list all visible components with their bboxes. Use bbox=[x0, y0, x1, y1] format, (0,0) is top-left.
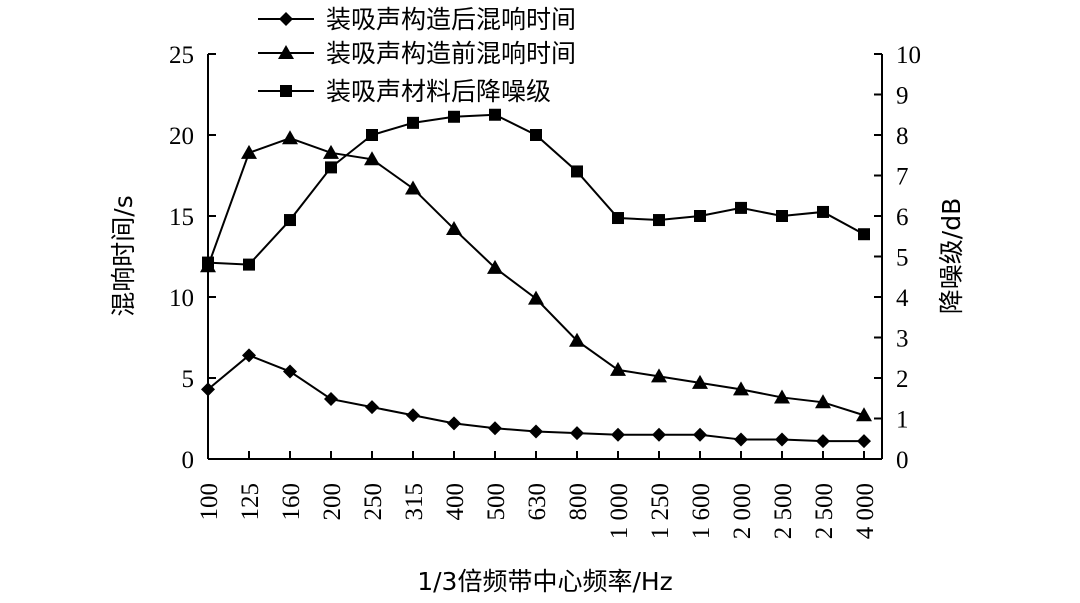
x-tick-label: 2 000 bbox=[729, 483, 756, 539]
left-y-tick-label: 5 bbox=[182, 366, 195, 393]
data-point-square bbox=[366, 129, 378, 141]
x-tick-label: 315 bbox=[401, 483, 428, 521]
x-tick-label: 800 bbox=[565, 483, 592, 521]
data-point-square bbox=[571, 165, 583, 178]
data-point-triangle bbox=[610, 361, 626, 376]
right-y-tick-label: 2 bbox=[896, 366, 909, 393]
data-point-triangle bbox=[692, 374, 708, 389]
data-point-diamond bbox=[693, 427, 707, 442]
data-point-triangle bbox=[405, 180, 421, 195]
data-point-square bbox=[612, 212, 624, 225]
data-point-triangle bbox=[446, 220, 462, 235]
data-point-diamond bbox=[816, 434, 830, 449]
data-point-triangle bbox=[856, 407, 872, 422]
legend-marker-square bbox=[280, 85, 292, 97]
left-y-tick-label: 25 bbox=[169, 42, 194, 69]
data-point-square bbox=[284, 214, 296, 227]
data-point-triangle bbox=[815, 394, 831, 409]
legend-marker-diamond bbox=[279, 12, 293, 26]
x-tick-label: 2 500 bbox=[770, 483, 797, 539]
data-point-square bbox=[653, 214, 665, 227]
data-point-diamond bbox=[570, 426, 584, 441]
legend-marker-triangle bbox=[278, 45, 294, 59]
x-tick-label: 160 bbox=[278, 483, 305, 521]
x-tick-label: 400 bbox=[442, 483, 469, 521]
data-point-diamond bbox=[857, 434, 871, 449]
data-point-diamond bbox=[775, 432, 789, 447]
left-y-tick-label: 15 bbox=[169, 204, 194, 231]
data-point-square bbox=[325, 161, 337, 174]
data-point-diamond bbox=[324, 392, 338, 407]
x-tick-label: 1 600 bbox=[688, 483, 715, 539]
x-tick-label: 4 000 bbox=[852, 483, 879, 539]
right-y-tick-label: 0 bbox=[896, 447, 909, 474]
data-point-diamond bbox=[447, 416, 461, 431]
legend-label-2: 装吸声构造前混响时间 bbox=[326, 39, 576, 68]
right-y-tick-label: 5 bbox=[896, 245, 909, 272]
legend-label-1: 装吸声构造后混响时间 bbox=[326, 5, 576, 34]
data-point-diamond bbox=[201, 382, 215, 397]
left-y-tick-label: 10 bbox=[169, 285, 194, 312]
right-y-tick-label: 3 bbox=[896, 326, 909, 353]
x-tick-label: 1 000 bbox=[606, 483, 633, 539]
data-point-diamond bbox=[406, 408, 420, 423]
data-point-diamond bbox=[283, 364, 297, 379]
data-point-diamond bbox=[734, 432, 748, 447]
x-tick-label: 200 bbox=[319, 483, 346, 521]
data-point-triangle bbox=[651, 368, 667, 383]
data-point-diamond bbox=[488, 421, 502, 436]
x-tick-label: 100 bbox=[196, 483, 223, 521]
data-point-square bbox=[776, 210, 788, 222]
y2-axis-title: 降噪级/dB bbox=[937, 198, 966, 314]
data-point-square bbox=[489, 108, 501, 121]
series-line-2 bbox=[207, 137, 865, 417]
data-point-triangle bbox=[241, 144, 257, 159]
data-point-square bbox=[448, 110, 460, 123]
x-tick-label: 2 500 bbox=[811, 483, 838, 539]
data-point-square bbox=[858, 228, 870, 241]
data-point-triangle bbox=[364, 151, 380, 166]
data-point-triangle bbox=[733, 381, 749, 396]
data-point-triangle bbox=[282, 130, 298, 145]
x-tick-label: 630 bbox=[524, 483, 551, 521]
data-point-diamond bbox=[611, 427, 625, 442]
data-point-triangle bbox=[323, 144, 339, 159]
right-y-tick-label: 7 bbox=[896, 164, 909, 191]
right-y-tick-label: 8 bbox=[896, 123, 909, 150]
data-point-triangle bbox=[528, 290, 544, 305]
data-point-square bbox=[202, 256, 214, 269]
legend-label-3: 装吸声材料后降噪级 bbox=[326, 77, 551, 106]
x-tick-label: 250 bbox=[360, 483, 387, 521]
data-point-diamond bbox=[529, 424, 543, 439]
right-y-tick-label: 9 bbox=[896, 83, 909, 110]
data-point-triangle bbox=[569, 332, 585, 347]
data-point-triangle bbox=[487, 259, 503, 274]
data-point-square bbox=[735, 201, 747, 214]
right-y-tick-label: 10 bbox=[896, 42, 921, 69]
data-point-diamond bbox=[652, 427, 666, 442]
right-y-tick-label: 6 bbox=[896, 204, 909, 231]
data-point-square bbox=[530, 129, 542, 141]
data-point-square bbox=[407, 116, 419, 129]
data-point-diamond bbox=[242, 348, 256, 363]
data-point-triangle bbox=[774, 389, 790, 404]
x-tick-label: 125 bbox=[237, 483, 264, 521]
data-point-diamond bbox=[365, 400, 379, 415]
x-tick-label: 1 250 bbox=[647, 483, 674, 539]
left-y-tick-label: 20 bbox=[169, 123, 194, 150]
data-point-square bbox=[817, 205, 829, 218]
right-y-tick-label: 4 bbox=[896, 285, 909, 312]
right-y-tick-label: 1 bbox=[896, 407, 909, 434]
y-axis-title: 混响时间/s bbox=[109, 195, 138, 316]
left-y-tick-label: 0 bbox=[182, 447, 195, 474]
data-point-square bbox=[243, 258, 255, 271]
x-axis-title: 1/3倍频带中心频率/Hz bbox=[417, 567, 673, 596]
x-tick-label: 500 bbox=[483, 483, 510, 521]
data-point-square bbox=[694, 210, 706, 222]
